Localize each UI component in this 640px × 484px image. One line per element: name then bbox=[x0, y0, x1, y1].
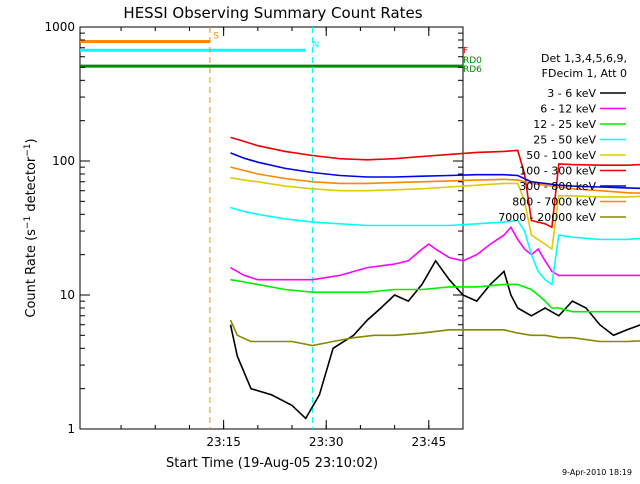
flag-label: RD6 bbox=[463, 65, 482, 75]
flag-label: N bbox=[313, 40, 320, 50]
legend-entry-label: 25 - 50 keV bbox=[533, 134, 596, 147]
y-tick-label: 100 bbox=[52, 154, 75, 168]
y-axis-label-part: detector bbox=[24, 156, 39, 216]
legend-entry-label: 300 - 800 keV bbox=[519, 180, 596, 193]
x-axis: 23:15 23:30 23:45 bbox=[121, 27, 463, 449]
legend-header: FDecim 1, Att 0 bbox=[542, 67, 627, 80]
legend-entry-label: 6 - 12 keV bbox=[540, 103, 596, 116]
vertical-markers bbox=[210, 27, 313, 429]
legend: Det 1,3,4,5,6,9, FDecim 1, Att 0 3 - 6 k… bbox=[498, 52, 627, 224]
plot-frame bbox=[80, 27, 463, 429]
x-tick-label: 23:45 bbox=[412, 435, 447, 449]
legend-entry-label: 3 - 6 keV bbox=[547, 87, 596, 100]
x-tick-label: 23:15 bbox=[206, 435, 241, 449]
legend-entry-label: 50 - 100 keV bbox=[526, 149, 596, 162]
legend-entry-label: 800 - 7000 keV bbox=[512, 196, 596, 209]
legend-entry-label: 12 - 25 keV bbox=[533, 118, 596, 131]
y-tick-label: 1 bbox=[67, 422, 75, 436]
series-line bbox=[231, 214, 640, 279]
series-line bbox=[231, 284, 640, 345]
chart-title: HESSI Observing Summary Count Rates bbox=[123, 4, 422, 22]
footer-timestamp: 9-Apr-2010 18:19 bbox=[562, 468, 632, 477]
y-axis-label: Count Rate (s−1 detector−1) bbox=[23, 138, 39, 317]
legend-header: Det 1,3,4,5,6,9, bbox=[541, 52, 627, 65]
y-axis-label-part: ) bbox=[24, 138, 39, 143]
x-axis-label: Start Time (19-Aug-05 23:10:02) bbox=[166, 456, 378, 471]
legend-entry-label: 7000 - 20000 keV bbox=[498, 211, 596, 224]
y-tick-label: 10 bbox=[60, 288, 75, 302]
y-axis-label-exponent: −1 bbox=[23, 216, 33, 229]
y-tick-label: 1000 bbox=[44, 20, 75, 34]
y-axis: 1 10 100 1000 bbox=[44, 20, 463, 436]
series-line bbox=[231, 226, 640, 419]
x-tick-label: 23:30 bbox=[309, 435, 344, 449]
series-line bbox=[231, 231, 640, 312]
legend-entry-label: 100 - 300 keV bbox=[519, 165, 596, 178]
y-axis-label-part: Count Rate (s bbox=[24, 229, 39, 318]
y-axis-label-exponent: −1 bbox=[23, 143, 33, 156]
flag-label: S bbox=[213, 31, 219, 41]
